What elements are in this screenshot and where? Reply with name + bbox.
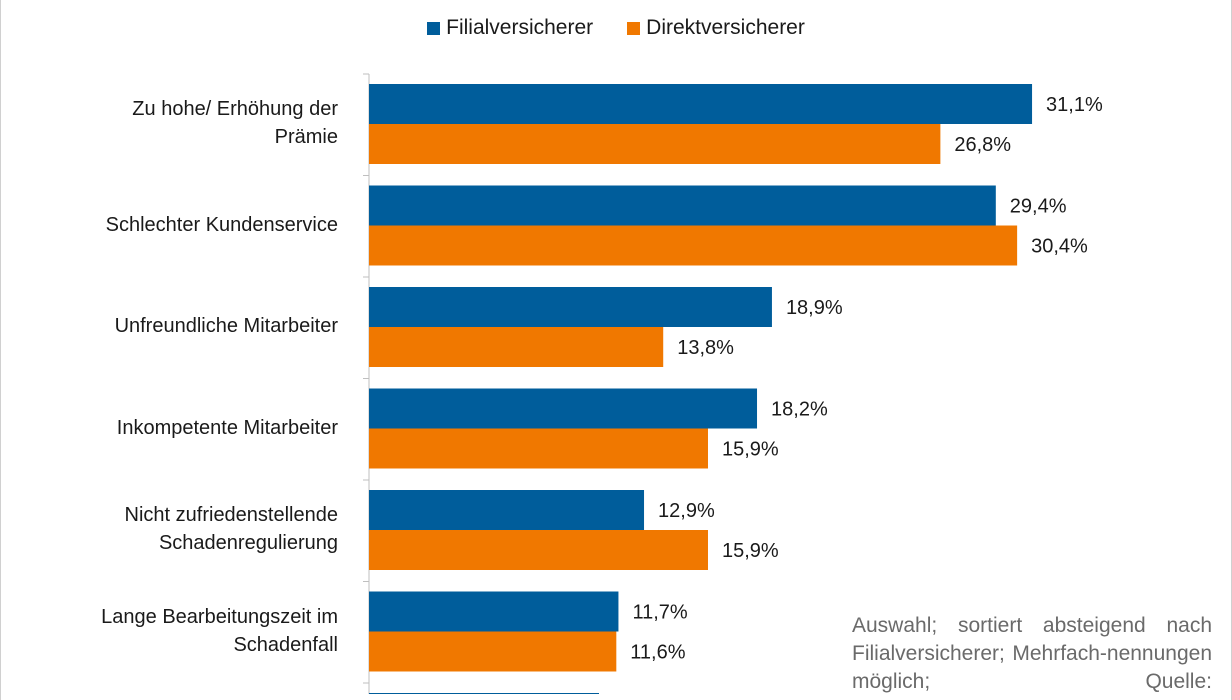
data-label-series2-6: 11,6%: [630, 642, 685, 664]
bar-series2-2: [369, 225, 1018, 266]
data-label-series1-3: 18,9%: [786, 297, 843, 319]
legend-swatch-series1: [427, 21, 441, 35]
legend-item-series2: Direktversicherer: [627, 16, 805, 40]
category-label-6: Lange Bearbeitungszeit im Schadenfall: [10, 603, 338, 659]
legend-label-series1: Filialversicherer: [446, 16, 594, 39]
bar-series1-2: [369, 185, 996, 226]
data-label-series1-5: 12,9%: [658, 500, 715, 522]
chart-note: Auswahl; sortiert absteigend nach Filial…: [852, 614, 1212, 693]
bar-series1-5: [369, 490, 645, 530]
bar-series1-1: [369, 84, 1033, 124]
legend-item-series1: Filialversicherer: [427, 16, 593, 40]
category-label-line: Inkompetente Mitarbeiter: [116, 416, 338, 439]
data-label-series1-2: 29,4%: [1010, 196, 1067, 218]
data-label-series2-5: 15,9%: [722, 540, 779, 562]
data-label-series1-4: 18,2%: [771, 399, 828, 421]
bar-series2-6: [369, 631, 617, 672]
bar-series1-3: [369, 287, 772, 327]
bar-series2-1: [369, 124, 941, 164]
data-label-series1-1: 31,1%: [1046, 94, 1103, 116]
data-label-series2-3: 13,8%: [677, 337, 734, 359]
legend-swatch-series2: [627, 21, 641, 35]
bar-series1-6: [369, 591, 619, 632]
category-label-4: Inkompetente Mitarbeiter: [10, 414, 338, 442]
category-label-line: Schlechter Kundenservice: [105, 213, 338, 236]
legend-label-series2: Direktversicherer: [646, 16, 805, 39]
category-label-line: Schadenregulierung: [158, 532, 338, 554]
category-label-2: Schlechter Kundenservice: [10, 211, 338, 239]
category-label-3: Unfreundliche Mitarbeiter: [10, 312, 338, 340]
category-label-1: Zu hohe/ Erhöhung der Prämie: [10, 95, 338, 151]
data-label-series2-4: 15,9%: [722, 439, 779, 461]
bar-series2-3: [369, 327, 664, 367]
category-label-line: Unfreundliche Mitarbeiter: [114, 315, 338, 337]
data-label-series2-2: 30,4%: [1031, 236, 1088, 258]
category-label-line: Nicht zufriedenstellende: [124, 504, 338, 526]
legend: Filialversicherer Direktversicherer: [0, 16, 1232, 40]
category-label-5: Nicht zufriedenstellende Schadenregulieru…: [10, 501, 338, 557]
bar-series2-4: [369, 428, 708, 469]
data-label-series2-1: 26,8%: [954, 134, 1011, 156]
category-label-line: Prämie: [274, 126, 338, 148]
category-label-line: Schadenfall: [233, 633, 338, 656]
bar-series1-4: [369, 388, 758, 429]
category-label-line: Zu hohe/ Erhöhung der: [132, 98, 338, 120]
bar-series2-5: [369, 530, 708, 570]
category-label-line: Lange Bearbeitungszeit im: [101, 605, 338, 628]
data-label-series1-6: 11,7%: [632, 602, 687, 624]
